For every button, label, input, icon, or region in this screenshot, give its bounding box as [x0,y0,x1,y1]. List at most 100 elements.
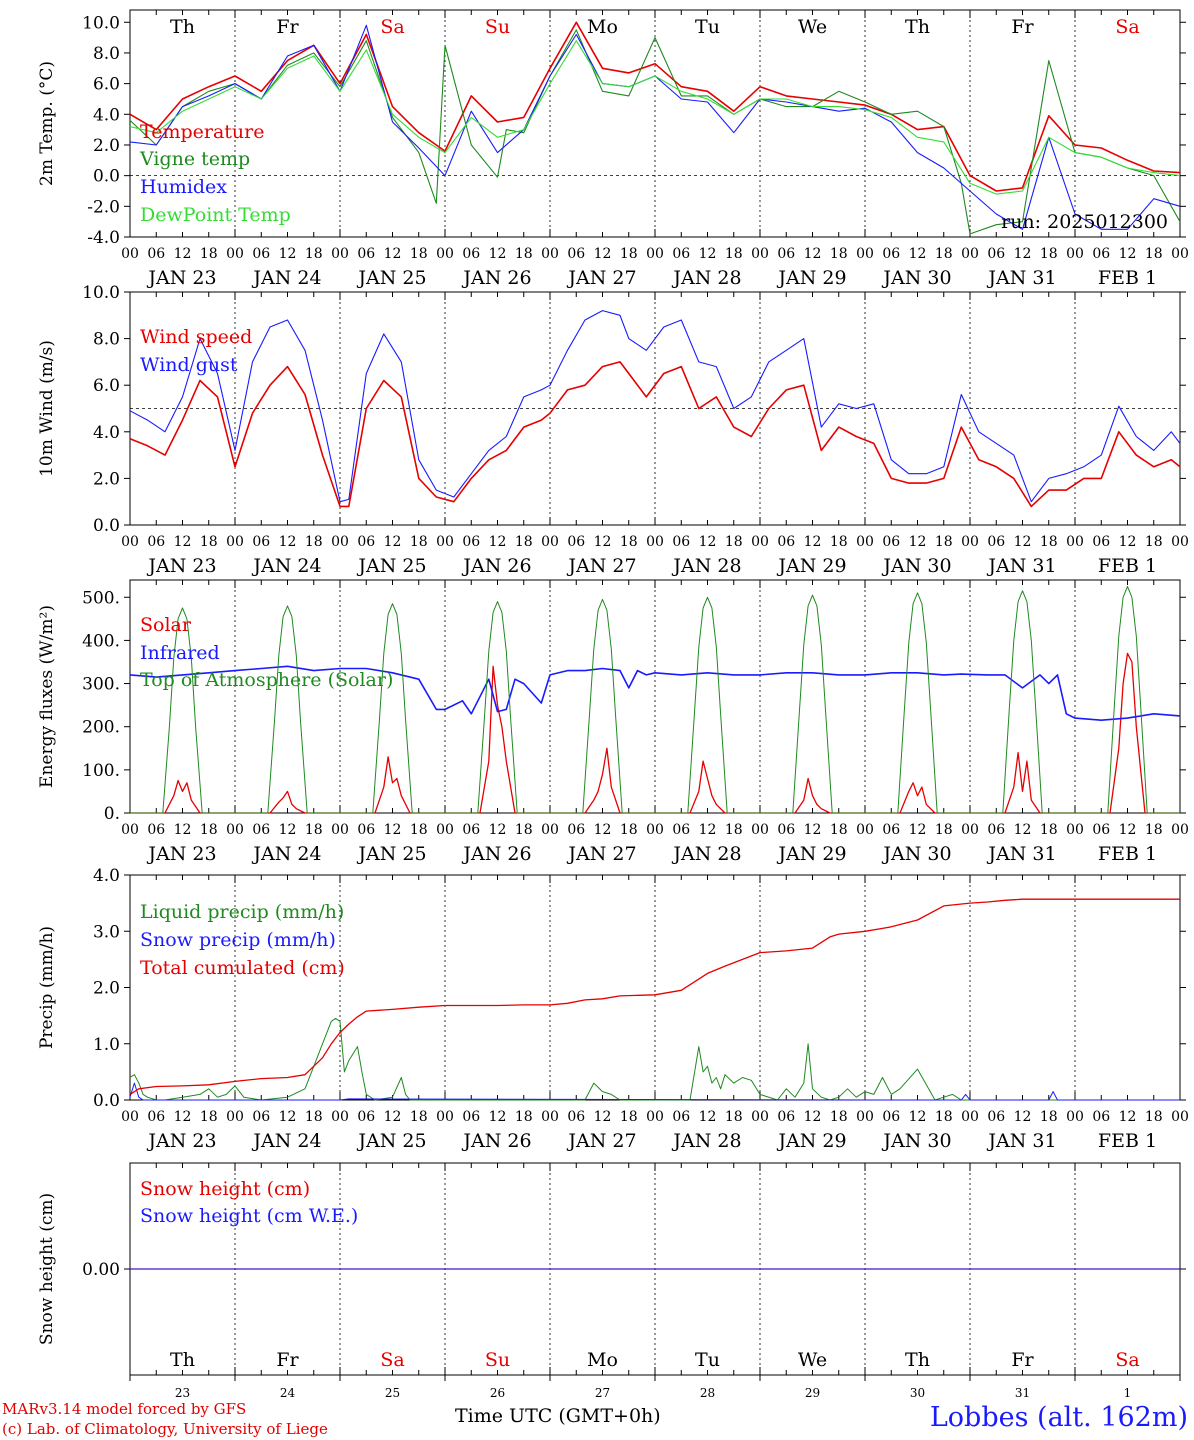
date-label: JAN 29 [776,1130,846,1152]
hour-tick-label: 06 [462,246,480,262]
day-abbr: Su [485,1349,510,1371]
hour-tick-label: 00 [541,1109,559,1125]
hour-tick-label: 06 [462,534,480,550]
y-tick-label: 4.0 [93,423,120,443]
date-label: JAN 26 [461,555,531,577]
y-axis-label: 10m Wind (m/s) [37,340,57,477]
time-axis-label: Time UTC (GMT+0h) [455,1405,661,1427]
hour-tick-label: 00 [1066,1109,1084,1125]
hour-tick-label: 06 [252,1109,270,1125]
date-label: JAN 25 [356,1130,426,1152]
y-tick-label: 200. [82,718,120,738]
hour-tick-label: 12 [174,534,192,550]
hour-tick-label: 12 [804,1109,822,1125]
hour-tick-label: 06 [357,1109,375,1125]
hour-tick-label: 18 [1040,246,1058,262]
hour-tick-label: 12 [174,1109,192,1125]
hour-tick-label: 18 [200,246,218,262]
hour-tick-label: 00 [1066,534,1084,550]
hour-tick-label: 00 [436,246,454,262]
date-label: JAN 27 [566,267,636,289]
day-number: 30 [910,1386,925,1400]
hour-tick-label: 12 [699,246,717,262]
day-abbr: Mo [587,1349,618,1371]
hour-tick-label: 06 [672,822,690,838]
hour-tick-label: 18 [410,534,428,550]
day-number: 24 [280,1386,296,1400]
hour-tick-label: 06 [672,534,690,550]
hour-tick-label: 00 [121,1109,139,1125]
hour-tick-label: 12 [1014,534,1032,550]
hour-tick-label: 12 [804,534,822,550]
date-label: JAN 25 [356,267,426,289]
legend-entry: Snow height (cm W.E.) [140,1205,358,1227]
y-tick-label: -2.0 [87,197,120,217]
date-label: JAN 28 [671,843,741,865]
date-label: FEB 1 [1098,1130,1157,1152]
hour-tick-label: 18 [620,1109,638,1125]
day-abbr: We [798,16,827,38]
date-label: JAN 27 [566,1130,636,1152]
hour-tick-label: 06 [252,822,270,838]
day-number: 1 [1124,1386,1132,1400]
hour-tick-label: 06 [357,246,375,262]
model-credit-line1: MARv3.14 model forced by GFS [2,1400,247,1418]
date-label: JAN 30 [881,1130,951,1152]
hour-tick-label: 18 [305,822,323,838]
hour-tick-label: 18 [830,246,848,262]
hour-tick-label: 00 [646,822,664,838]
hour-tick-label: 00 [436,534,454,550]
hour-tick-label: 18 [410,246,428,262]
hour-tick-label: 06 [882,822,900,838]
hour-tick-label: 00 [856,1109,874,1125]
hour-tick-label: 06 [777,246,795,262]
hour-tick-label: 06 [882,534,900,550]
hour-tick-label: 00 [121,534,139,550]
hour-tick-label: 12 [909,1109,927,1125]
hour-tick-label: 12 [174,246,192,262]
date-label: JAN 25 [356,843,426,865]
hour-tick-label: 12 [594,1109,612,1125]
hour-tick-label: 12 [909,822,927,838]
hour-tick-label: 06 [147,1109,165,1125]
y-tick-label: 4.0 [93,866,120,886]
date-label: JAN 30 [881,555,951,577]
hour-tick-label: 18 [620,822,638,838]
date-label: JAN 26 [461,267,531,289]
date-label: JAN 23 [146,843,216,865]
hour-tick-label: 06 [987,534,1005,550]
hour-tick-label: 06 [672,246,690,262]
hour-tick-label: 00 [121,822,139,838]
day-abbr: Fr [1011,16,1034,38]
hour-tick-label: 06 [777,534,795,550]
hour-tick-label: 12 [699,534,717,550]
hour-tick-label: 18 [305,246,323,262]
hour-tick-label: 18 [410,1109,428,1125]
hour-tick-label: 06 [1092,534,1110,550]
day-abbr: Sa [380,1349,404,1371]
hour-tick-label: 12 [909,534,927,550]
model-credit-line2: (c) Lab. of Climatology, University of L… [2,1420,328,1438]
day-abbr: Tu [695,16,720,38]
day-abbr: We [798,1349,827,1371]
hour-tick-label: 12 [489,534,507,550]
hour-tick-label: 18 [515,246,533,262]
hour-tick-label: 06 [672,1109,690,1125]
date-label: FEB 1 [1098,843,1157,865]
hour-tick-label: 18 [515,822,533,838]
panel-1: -4.0 -2.0 0.0 2.0 4.0 6.0 8.0 10.0 2m Temp. (°C)… [37,9,1189,289]
y-tick-label: 6.0 [93,376,120,396]
hour-tick-label: 06 [462,822,480,838]
series-line-liquid-precip-mm-h- [129,1017,1180,1101]
hour-tick-label: 18 [200,1109,218,1125]
hour-tick-label: 12 [279,1109,297,1125]
legend-entry: Liquid precip (mm/h) [140,901,344,923]
hour-tick-label: 06 [147,534,165,550]
hour-tick-label: 12 [594,534,612,550]
hour-tick-label: 18 [200,822,218,838]
hour-tick-label: 18 [725,246,743,262]
hour-tick-label: 00 [121,246,139,262]
legend-entry: Total cumulated (cm) [140,957,345,979]
y-tick-label: 10.0 [82,283,120,303]
hour-tick-label: 18 [305,1109,323,1125]
